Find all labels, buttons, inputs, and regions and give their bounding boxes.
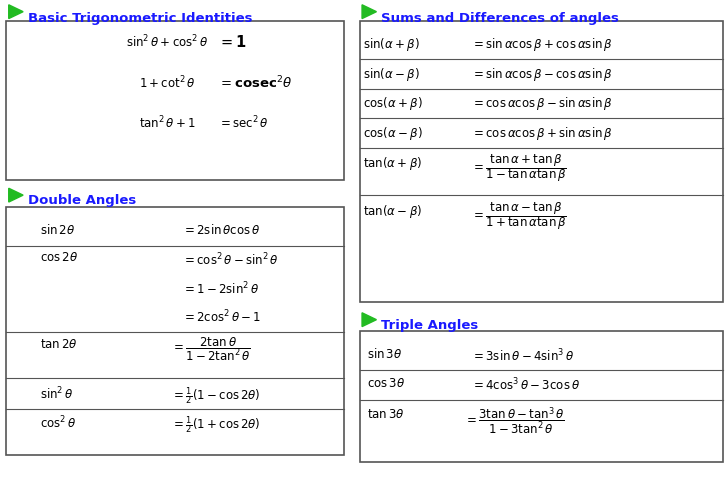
Text: Triple Angles: Triple Angles	[381, 319, 478, 332]
Text: $\sin(\alpha+\beta)$: $\sin(\alpha+\beta)$	[364, 36, 420, 53]
Polygon shape	[362, 5, 377, 19]
Text: $\sin^2\theta$: $\sin^2\theta$	[40, 386, 73, 402]
Text: $\sin^2\theta + \cos^2\theta$: $\sin^2\theta + \cos^2\theta$	[126, 34, 209, 50]
Text: $\sin 2\theta$: $\sin 2\theta$	[40, 223, 75, 237]
FancyBboxPatch shape	[6, 207, 344, 455]
FancyBboxPatch shape	[6, 21, 344, 180]
Text: Double Angles: Double Angles	[28, 194, 136, 207]
Text: $\cos 3\theta$: $\cos 3\theta$	[367, 377, 405, 390]
Text: Sums and Differences of angles: Sums and Differences of angles	[381, 12, 619, 25]
Text: $= 3\sin\theta - 4\sin^3\theta$: $= 3\sin\theta - 4\sin^3\theta$	[471, 347, 574, 364]
Text: $= \dfrac{\tan\alpha - \tan\beta}{1 + \tan\alpha\tan\beta}$: $= \dfrac{\tan\alpha - \tan\beta}{1 + \t…	[471, 200, 567, 232]
Text: $= 1 - 2\sin^2\theta$: $= 1 - 2\sin^2\theta$	[182, 280, 259, 297]
Text: $= \cos^2\theta - \sin^2\theta$: $= \cos^2\theta - \sin^2\theta$	[182, 251, 278, 268]
Text: $= \dfrac{2\tan\theta}{1-2\tan^2\theta}$: $= \dfrac{2\tan\theta}{1-2\tan^2\theta}$	[171, 335, 251, 363]
Text: $\tan 2\theta$: $\tan 2\theta$	[40, 338, 78, 351]
Text: $= \dfrac{\tan\alpha + \tan\beta}{1 - \tan\alpha\tan\beta}$: $= \dfrac{\tan\alpha + \tan\beta}{1 - \t…	[471, 152, 567, 184]
Text: $\cos(\alpha+\beta)$: $\cos(\alpha+\beta)$	[364, 95, 423, 112]
Text: $= \cos\alpha\cos\beta + \sin\alpha\sin\beta$: $= \cos\alpha\cos\beta + \sin\alpha\sin\…	[471, 125, 613, 142]
Text: $= \cos\alpha\cos\beta - \sin\alpha\sin\beta$: $= \cos\alpha\cos\beta - \sin\alpha\sin\…	[471, 95, 613, 112]
Text: $= \frac{1}{2}(1+\cos 2\theta)$: $= \frac{1}{2}(1+\cos 2\theta)$	[171, 414, 260, 436]
Text: $\tan^2\theta + 1$: $\tan^2\theta + 1$	[139, 115, 196, 132]
FancyBboxPatch shape	[360, 21, 723, 302]
Text: $= 4\cos^3\theta - 3\cos\theta$: $= 4\cos^3\theta - 3\cos\theta$	[471, 377, 580, 394]
FancyBboxPatch shape	[360, 331, 723, 462]
Text: $\tan 3\theta$: $\tan 3\theta$	[367, 408, 405, 421]
Text: $\sin(\alpha-\beta)$: $\sin(\alpha-\beta)$	[364, 66, 420, 82]
Polygon shape	[362, 313, 377, 327]
Text: $= \frac{1}{2}(1-\cos 2\theta)$: $= \frac{1}{2}(1-\cos 2\theta)$	[171, 386, 260, 407]
Text: $1 + \cot^2\theta$: $1 + \cot^2\theta$	[139, 74, 196, 91]
Text: $\tan(\alpha+\beta)$: $\tan(\alpha+\beta)$	[364, 155, 422, 171]
Text: $= \sin\alpha\cos\beta - \cos\alpha\sin\beta$: $= \sin\alpha\cos\beta - \cos\alpha\sin\…	[471, 66, 613, 82]
Text: $\cos^2\theta$: $\cos^2\theta$	[40, 414, 76, 431]
Text: $\sin 3\theta$: $\sin 3\theta$	[367, 347, 402, 361]
Text: $= \sec^2\theta$: $= \sec^2\theta$	[218, 115, 269, 132]
Text: $\tan(\alpha-\beta)$: $\tan(\alpha-\beta)$	[364, 203, 422, 219]
Text: $= 2\sin\theta\cos\theta$: $= 2\sin\theta\cos\theta$	[182, 223, 260, 237]
Text: $\cos 2\theta$: $\cos 2\theta$	[40, 251, 78, 264]
Text: $= \dfrac{3\tan\theta - \tan^3\theta}{1 - 3\tan^2\theta}$: $= \dfrac{3\tan\theta - \tan^3\theta}{1 …	[464, 406, 565, 437]
Text: Basic Trigonometric Identities: Basic Trigonometric Identities	[28, 12, 252, 25]
Text: $= \mathbf{1}$: $= \mathbf{1}$	[218, 34, 247, 49]
Text: $= \sin\alpha\cos\beta + \cos\alpha\sin\beta$: $= \sin\alpha\cos\beta + \cos\alpha\sin\…	[471, 36, 613, 53]
Text: $= \mathbf{cosec}^2\theta$: $= \mathbf{cosec}^2\theta$	[218, 74, 292, 91]
Polygon shape	[9, 188, 23, 202]
Text: $= 2\cos^2\theta - 1$: $= 2\cos^2\theta - 1$	[182, 309, 261, 326]
Text: $\cos(\alpha-\beta)$: $\cos(\alpha-\beta)$	[364, 125, 423, 142]
Polygon shape	[9, 5, 23, 19]
